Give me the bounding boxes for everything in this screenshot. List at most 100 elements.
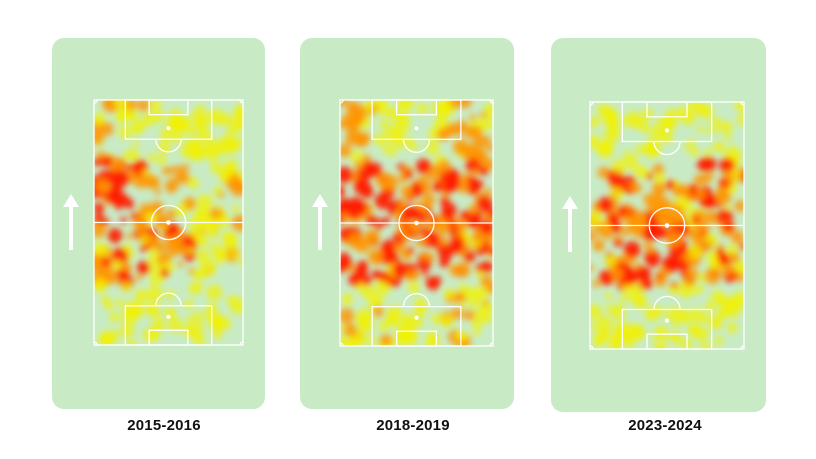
heat-blob bbox=[233, 106, 243, 120]
heat-blob bbox=[610, 267, 624, 281]
heat-blob bbox=[344, 258, 353, 267]
heat-blob bbox=[590, 116, 600, 128]
heat-blob bbox=[136, 260, 151, 275]
heat-blob bbox=[362, 290, 369, 297]
heat-blob bbox=[665, 253, 683, 271]
heat-blob bbox=[739, 243, 744, 251]
heat-blob bbox=[358, 335, 369, 345]
heat-blob bbox=[376, 296, 384, 304]
heat-blob bbox=[597, 166, 610, 179]
heat-blob bbox=[340, 166, 353, 184]
heat-blob bbox=[387, 312, 396, 321]
heat-blob bbox=[717, 243, 724, 251]
heat-blob bbox=[711, 290, 724, 303]
heat-blob bbox=[355, 135, 367, 147]
heat-blob bbox=[112, 259, 123, 271]
heat-blob bbox=[637, 297, 647, 308]
heat-blob bbox=[219, 174, 228, 183]
heat-blob bbox=[652, 224, 667, 240]
heat-blob bbox=[233, 179, 243, 193]
heat-blob bbox=[94, 112, 106, 126]
heat-blob bbox=[704, 267, 721, 285]
heat-blob bbox=[590, 230, 597, 242]
heat-blob bbox=[659, 129, 674, 144]
heat-blob bbox=[183, 197, 196, 210]
heat-blob bbox=[480, 220, 493, 235]
heat-blob bbox=[96, 150, 105, 158]
heat-blob bbox=[664, 113, 673, 122]
heat-blob bbox=[213, 186, 222, 194]
heat-blob bbox=[98, 170, 107, 179]
heat-blob bbox=[445, 122, 459, 136]
heat-blob bbox=[720, 121, 733, 134]
heat-blob bbox=[636, 165, 650, 179]
heat-blob bbox=[397, 199, 408, 210]
heat-blob bbox=[184, 299, 194, 310]
heat-blob bbox=[704, 148, 712, 156]
heat-blob bbox=[340, 308, 355, 324]
heat-blob bbox=[699, 342, 712, 349]
heatmap-panel-2018-2019 bbox=[300, 38, 514, 409]
heat-blob bbox=[476, 271, 484, 279]
heat-blob bbox=[596, 316, 613, 332]
heat-blob bbox=[666, 306, 682, 323]
heat-blob bbox=[701, 314, 711, 324]
heat-blob bbox=[617, 206, 629, 217]
heat-blob bbox=[693, 284, 704, 295]
heat-blob bbox=[213, 249, 228, 264]
heat-layer bbox=[340, 100, 493, 346]
heat-blob bbox=[124, 265, 132, 273]
heat-blob bbox=[687, 102, 703, 115]
heat-blob bbox=[590, 304, 602, 320]
pitch-heatmap-2023-2024 bbox=[562, 101, 745, 350]
heat-blob bbox=[658, 268, 669, 279]
heat-blob bbox=[142, 328, 157, 343]
heat-blob bbox=[724, 181, 731, 189]
heat-blob bbox=[360, 269, 368, 277]
heat-blob bbox=[210, 306, 218, 314]
heat-blob bbox=[173, 174, 182, 183]
heat-blob bbox=[191, 107, 208, 125]
heat-blob bbox=[121, 197, 133, 208]
heat-blob bbox=[731, 291, 744, 309]
heat-blob bbox=[340, 100, 348, 107]
heat-blob bbox=[665, 231, 683, 248]
heat-blob bbox=[731, 168, 743, 181]
heat-blob bbox=[404, 169, 413, 179]
heat-blob bbox=[206, 284, 223, 301]
heat-blob bbox=[173, 165, 183, 175]
heat-blob bbox=[236, 137, 243, 145]
pitch-markings bbox=[93, 99, 244, 346]
heat-blob bbox=[455, 291, 465, 301]
heat-blob bbox=[697, 273, 707, 282]
heat-blob bbox=[488, 248, 493, 257]
heat-blob bbox=[167, 317, 183, 333]
heat-blob bbox=[341, 293, 353, 305]
heat-blob bbox=[630, 325, 646, 341]
heat-blob bbox=[167, 224, 180, 237]
heat-blob bbox=[125, 164, 132, 171]
heat-blob bbox=[610, 187, 624, 200]
heat-blob bbox=[727, 322, 738, 334]
heat-blob bbox=[464, 310, 475, 321]
heat-blob bbox=[400, 330, 417, 346]
heat-blob bbox=[603, 128, 619, 144]
heat-blob bbox=[107, 228, 123, 244]
heat-blob bbox=[426, 232, 441, 246]
heat-blob bbox=[135, 274, 142, 281]
heat-blob bbox=[176, 242, 187, 253]
heat-blob bbox=[399, 100, 411, 108]
heat-blob bbox=[628, 209, 635, 216]
heat-blob bbox=[154, 188, 161, 195]
heat-blob bbox=[442, 192, 449, 199]
heat-blob bbox=[411, 271, 420, 280]
heat-blob bbox=[132, 140, 139, 147]
heat-blob bbox=[226, 164, 237, 175]
heat-blob bbox=[697, 158, 710, 172]
heat-blob bbox=[634, 183, 643, 192]
heat-blob bbox=[471, 168, 480, 176]
heat-blob bbox=[643, 241, 652, 250]
heat-blob bbox=[440, 314, 454, 328]
heat-blob bbox=[700, 229, 707, 237]
heat-blob bbox=[392, 262, 408, 278]
